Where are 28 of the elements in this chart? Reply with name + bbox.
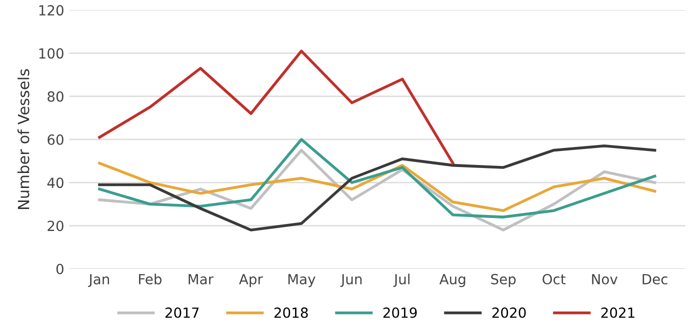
legend-label: 2017 (165, 307, 199, 318)
x-tick-label: Jul (393, 274, 410, 287)
legend-label: 2018 (274, 307, 308, 318)
x-tick-label: Sep (491, 274, 516, 288)
y-tick-label: 60 (48, 134, 64, 145)
line-series (98, 138, 656, 218)
x-tick-label: Feb (139, 274, 162, 284)
y-tick-label: 100 (39, 48, 64, 59)
x-tick-label: Jan (88, 274, 110, 287)
y-tick-label: 0 (56, 264, 64, 274)
x-tick-label: Mar (188, 274, 214, 284)
y-tick-label: 40 (47, 178, 64, 188)
legend-label: 2021 (601, 307, 634, 318)
y-tick-label: 20 (48, 220, 64, 232)
x-tick-label: Aug (439, 274, 466, 288)
y-tick-label: 80 (48, 91, 64, 102)
x-tick-label: Nov (592, 274, 618, 284)
line-series (98, 162, 656, 212)
x-tick-label: Oct (542, 274, 566, 284)
line-series (98, 50, 454, 165)
x-tick-label: Jun (340, 274, 362, 287)
y-tick-label: 120 (39, 5, 64, 16)
x-tick-label: Apr (239, 274, 263, 288)
legend-label: 2019 (383, 307, 417, 318)
x-tick-label: May (288, 274, 316, 288)
x-tick-label: Dec (642, 274, 668, 284)
legend-label: 2020 (492, 307, 526, 318)
y-axis-title: Number of Vessels (17, 69, 30, 209)
